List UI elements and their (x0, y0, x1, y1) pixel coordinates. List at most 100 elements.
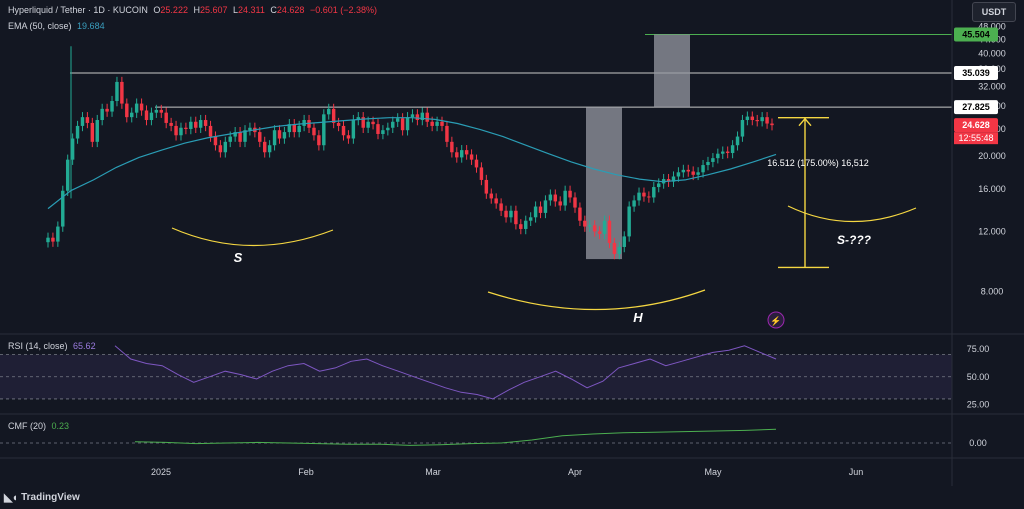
candle[interactable] (95, 120, 99, 142)
candle[interactable] (583, 220, 587, 227)
currency-button[interactable]: USDT (972, 2, 1016, 22)
candle[interactable] (637, 192, 641, 201)
candle[interactable] (327, 108, 331, 115)
candle[interactable] (592, 225, 597, 232)
candle[interactable] (607, 220, 612, 243)
candle[interactable] (233, 132, 237, 137)
candle[interactable] (622, 236, 626, 247)
candle[interactable] (213, 136, 218, 146)
candle[interactable] (139, 103, 144, 111)
candle[interactable] (238, 132, 242, 142)
candle[interactable] (159, 109, 164, 113)
candle[interactable] (681, 169, 686, 173)
candle[interactable] (322, 114, 326, 146)
candle[interactable] (391, 121, 395, 128)
candle[interactable] (90, 122, 95, 142)
candle[interactable] (533, 206, 538, 218)
candle[interactable] (440, 121, 444, 126)
candle[interactable] (573, 197, 577, 208)
candle[interactable] (652, 187, 656, 198)
left-shoulder-arc[interactable] (171, 227, 334, 247)
candle[interactable] (287, 124, 292, 133)
candle[interactable] (445, 125, 449, 142)
candle[interactable] (174, 125, 178, 136)
candle[interactable] (425, 112, 429, 122)
candle[interactable] (755, 120, 759, 122)
symbol-header[interactable]: Hyperliquid / Tether · 1D · KUCOIN O25.2… (8, 5, 380, 15)
candle[interactable] (189, 121, 193, 129)
candle[interactable] (184, 127, 188, 129)
candle[interactable] (56, 226, 60, 242)
candle[interactable] (292, 124, 296, 133)
candle[interactable] (395, 118, 400, 122)
candle[interactable] (499, 203, 503, 211)
candle[interactable] (509, 210, 513, 218)
candle[interactable] (208, 125, 213, 137)
candle[interactable] (588, 225, 592, 227)
candle[interactable] (464, 150, 469, 155)
candle[interactable] (740, 120, 745, 137)
cmf-legend[interactable]: CMF (20) 0.23 (8, 421, 72, 431)
candle[interactable] (115, 81, 119, 102)
candle[interactable] (538, 206, 543, 213)
candle[interactable] (130, 112, 134, 118)
candle[interactable] (455, 152, 459, 158)
candle[interactable] (194, 121, 198, 128)
candle[interactable] (376, 124, 380, 134)
ema-legend[interactable]: EMA (50, close) 19.684 (8, 21, 108, 31)
candle[interactable] (725, 151, 730, 153)
candle[interactable] (602, 220, 607, 234)
candle[interactable] (612, 242, 617, 254)
candle[interactable] (558, 201, 562, 206)
candle[interactable] (524, 220, 528, 229)
tradingview-logo[interactable]: ◣◖ TradingView (4, 491, 80, 504)
right-shoulder-arc[interactable] (787, 205, 917, 223)
candle[interactable] (361, 117, 365, 128)
candle[interactable] (386, 127, 390, 131)
candle[interactable] (568, 190, 572, 198)
candle[interactable] (548, 194, 553, 201)
candle[interactable] (302, 120, 306, 126)
candle[interactable] (80, 117, 85, 126)
price-tag[interactable] (954, 27, 998, 42)
candle[interactable] (154, 109, 159, 113)
ema-line[interactable] (47, 117, 777, 210)
candle[interactable] (258, 132, 262, 142)
candle[interactable] (504, 210, 508, 218)
candle[interactable] (617, 246, 622, 254)
candle[interactable] (371, 121, 375, 125)
candle[interactable] (750, 116, 755, 121)
candle[interactable] (125, 103, 129, 118)
candle[interactable] (317, 135, 321, 146)
candle[interactable] (75, 125, 80, 139)
candle[interactable] (100, 108, 104, 121)
candle[interactable] (474, 159, 479, 168)
candle[interactable] (642, 192, 646, 197)
candle[interactable] (716, 153, 720, 159)
candle[interactable] (770, 123, 774, 126)
candle[interactable] (597, 231, 602, 234)
candle[interactable] (415, 114, 420, 121)
candle[interactable] (627, 206, 631, 237)
candle[interactable] (691, 171, 695, 175)
candle[interactable] (420, 112, 425, 121)
cmf-line[interactable] (134, 428, 777, 446)
candle[interactable] (514, 210, 518, 225)
candle[interactable] (351, 120, 356, 139)
candle[interactable] (578, 207, 582, 221)
candle[interactable] (105, 108, 109, 112)
candle[interactable] (120, 81, 124, 104)
candle[interactable] (671, 176, 676, 182)
candle[interactable] (735, 136, 740, 146)
candle[interactable] (164, 112, 168, 123)
candle[interactable] (494, 198, 498, 204)
candle[interactable] (61, 190, 65, 227)
candle[interactable] (277, 130, 282, 139)
candle[interactable] (410, 114, 415, 118)
candle[interactable] (519, 224, 523, 229)
candle[interactable] (346, 135, 351, 139)
candle[interactable] (765, 117, 769, 124)
candle[interactable] (730, 145, 735, 153)
candle[interactable] (405, 117, 410, 131)
candle[interactable] (203, 120, 208, 126)
